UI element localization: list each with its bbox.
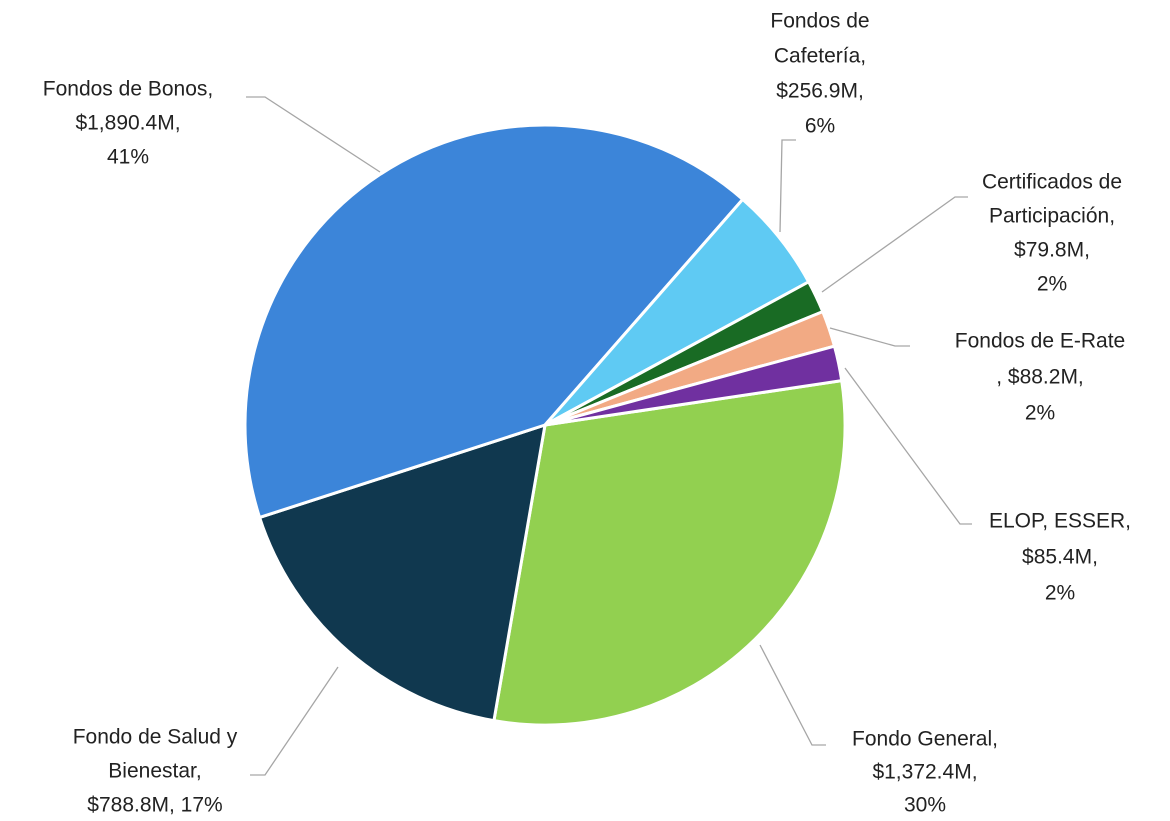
data-label: Fondo General, (852, 728, 998, 751)
data-label: $256.9M, (776, 80, 864, 103)
data-label: $1,372.4M, (872, 761, 977, 784)
leader-line (844, 367, 972, 525)
data-label: 41% (107, 146, 149, 169)
data-label: 6% (805, 115, 835, 138)
data-label: 2% (1025, 402, 1055, 425)
data-label: 30% (904, 794, 946, 817)
data-label: Fondo de Salud y (73, 726, 238, 749)
data-label: Fondos de Bonos, (43, 78, 213, 101)
leader-line (779, 139, 796, 233)
data-label: 2% (1045, 582, 1075, 605)
data-label: 2% (1037, 273, 1067, 296)
data-label: Fondos de (770, 10, 869, 33)
pie-slice (544, 344, 844, 427)
leader-line (829, 327, 910, 347)
pie-slice (492, 378, 847, 727)
data-label: , $88.2M, (996, 366, 1084, 389)
leader-line (246, 96, 381, 173)
data-label: Certificados de (982, 171, 1122, 194)
pie-slice (243, 123, 745, 520)
data-label: $79.8M, (1014, 239, 1090, 262)
leader-line (759, 644, 826, 746)
leader-line (821, 196, 968, 293)
data-label: Participación, (989, 205, 1115, 228)
leader-line (250, 666, 339, 776)
data-label: Bienestar, (108, 760, 201, 783)
data-label: $85.4M, (1022, 546, 1098, 569)
data-label: $788.8M, 17% (87, 794, 222, 817)
data-label: Fondos de E-Rate (955, 330, 1125, 353)
data-label: ELOP, ESSER, (989, 510, 1131, 533)
pie-slice (257, 422, 547, 723)
data-label: Cafetería, (774, 45, 866, 68)
data-label: $1,890.4M, (75, 112, 180, 135)
